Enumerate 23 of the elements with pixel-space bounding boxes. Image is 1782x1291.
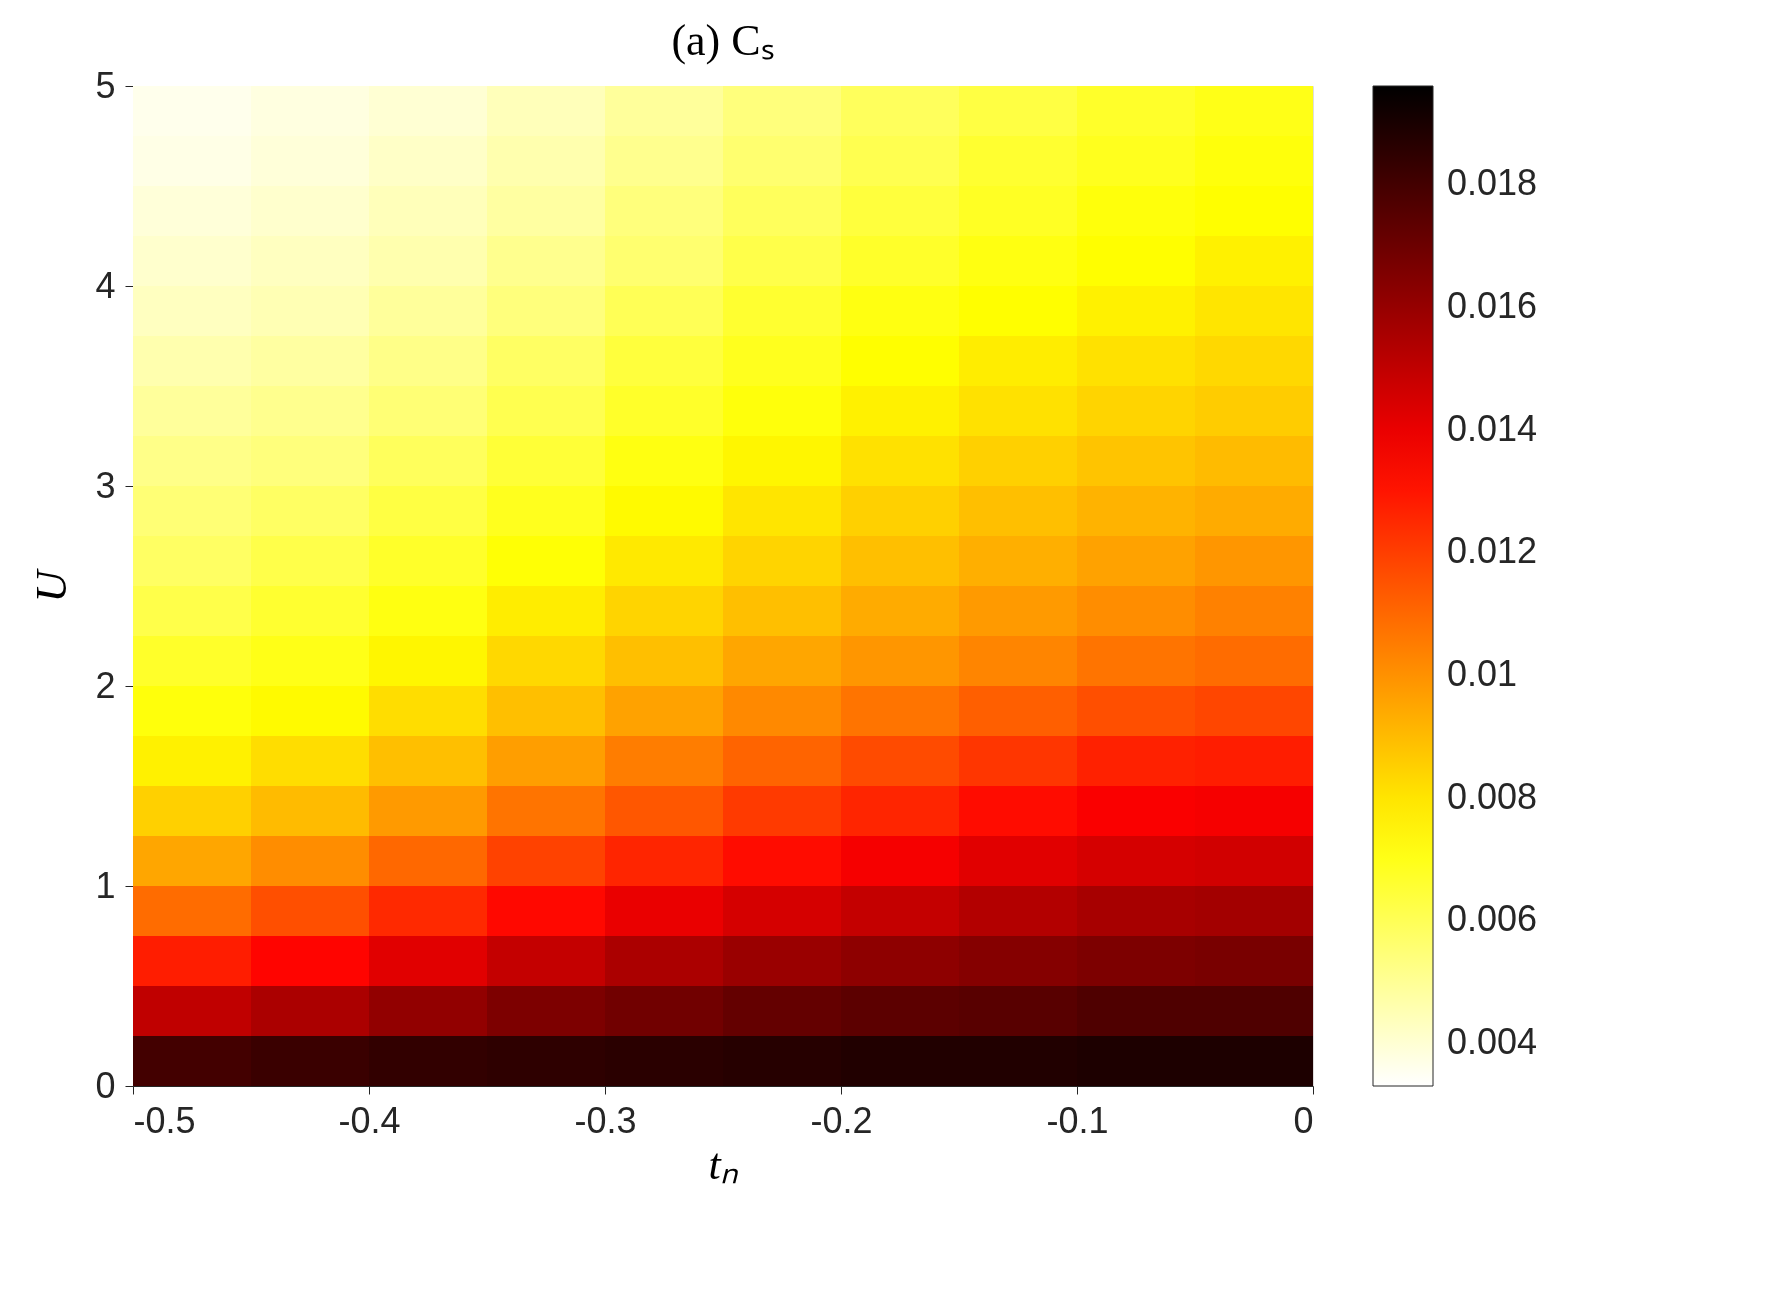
x-tick-label: -0.4: [338, 1099, 401, 1141]
y-tick-label: 5: [95, 64, 116, 106]
color-bar-label: 0.014: [1447, 407, 1538, 449]
y-tick-label: 0: [95, 1064, 116, 1106]
x-axis-title: tₙ: [708, 1139, 739, 1189]
y-tick-label: 1: [95, 864, 116, 906]
y-axis-title: U: [27, 567, 77, 603]
x-tick-label: -0.3: [574, 1099, 637, 1141]
x-tick-label: -0.1: [1046, 1099, 1109, 1141]
color-bar-label: 0.012: [1447, 530, 1538, 572]
y-tick-label: 2: [95, 664, 116, 706]
y-tick-label: 3: [95, 464, 116, 506]
color-bar-label: 0.016: [1447, 284, 1538, 326]
color-bar-label: 0.004: [1447, 1021, 1538, 1063]
chart-title: (a) Cₛ: [671, 16, 775, 65]
color-bar-label: 0.018: [1447, 162, 1538, 204]
x-tick-label: -0.5: [133, 1099, 196, 1141]
x-tick-label: 0: [1293, 1099, 1314, 1141]
y-tick-label: 4: [95, 264, 116, 306]
x-tick-label: -0.2: [810, 1099, 873, 1141]
color-bar-label: 0.008: [1447, 775, 1538, 817]
color-bar-label: 0.01: [1447, 652, 1518, 694]
color-bar-label: 0.006: [1447, 898, 1538, 940]
